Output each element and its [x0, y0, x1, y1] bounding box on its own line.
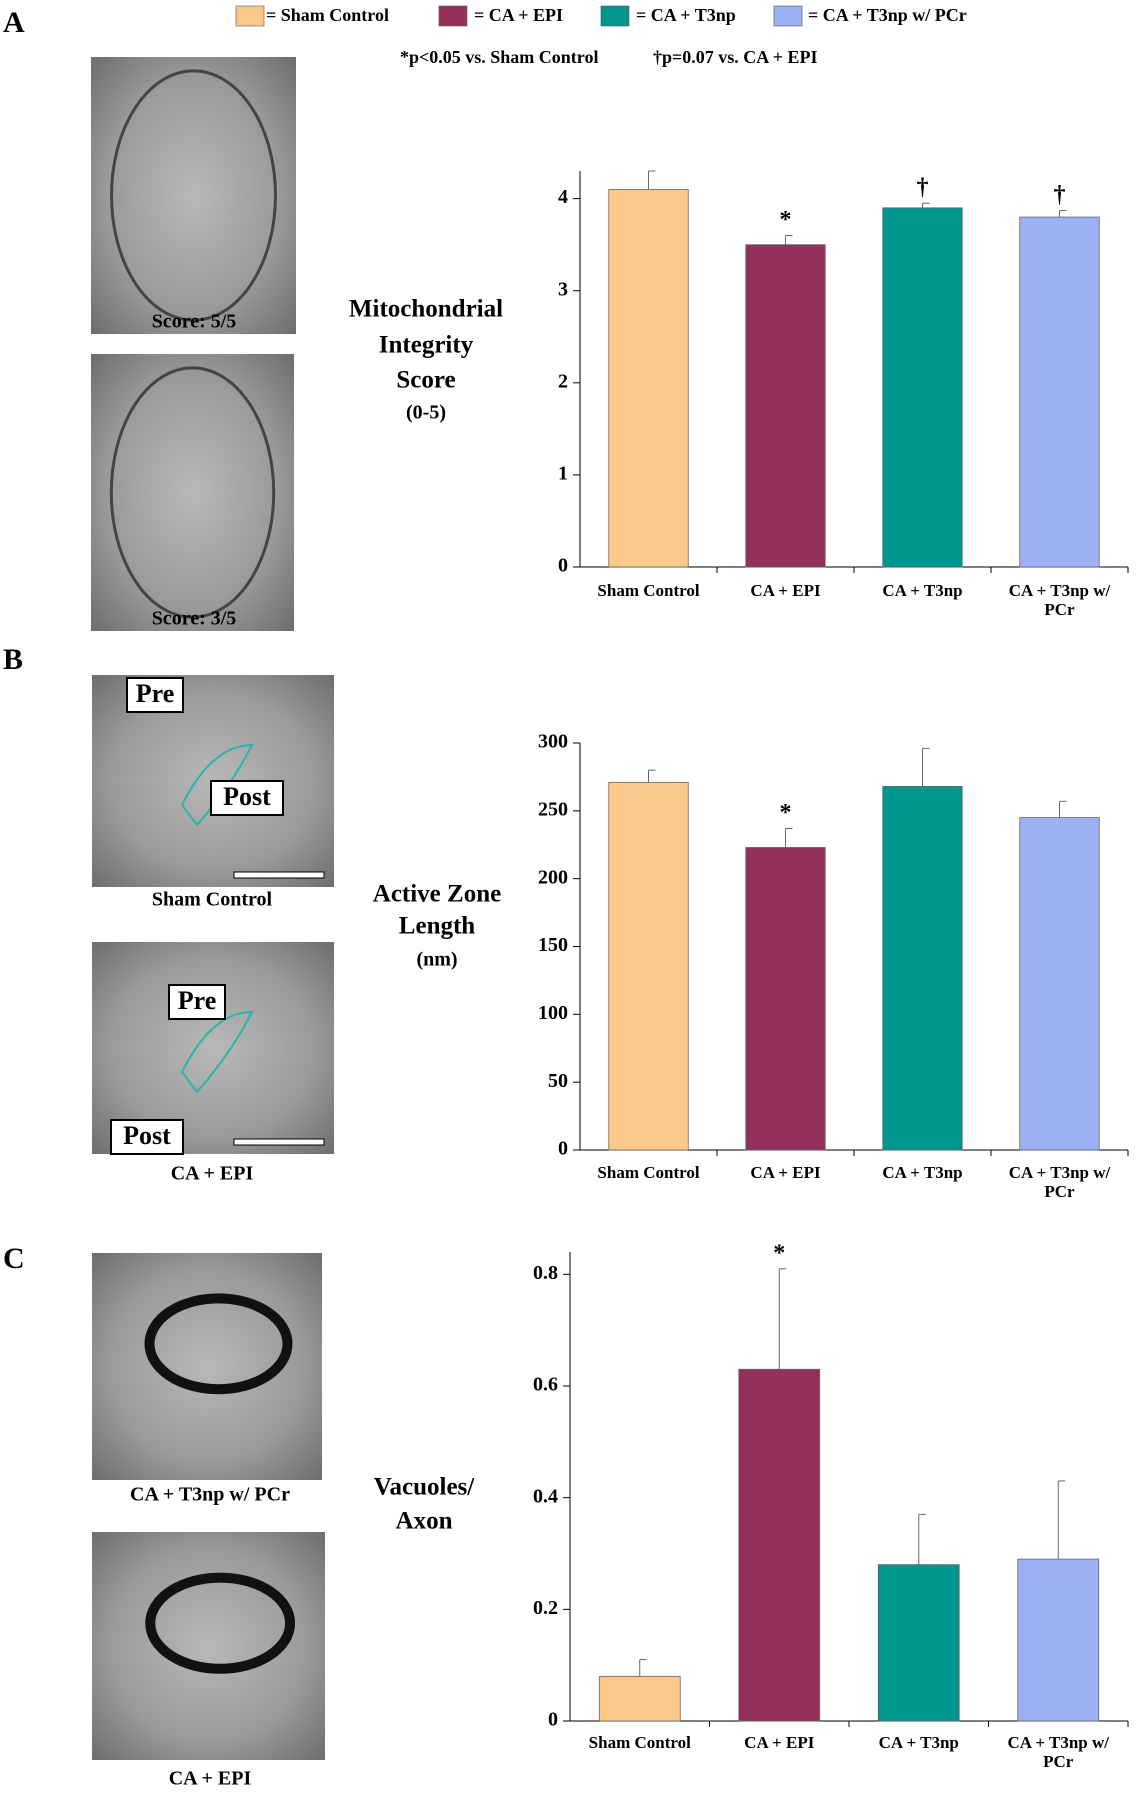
note: †p=0.07 vs. CA + EPI — [653, 47, 818, 67]
bar — [877, 1564, 960, 1722]
x-tick-label: CA + T3np w/ PCr — [1008, 581, 1111, 619]
y-tick-label: 0 — [558, 555, 568, 577]
y-tick-label: 0.8 — [533, 1262, 558, 1284]
significance-marker: * — [780, 800, 792, 826]
legend-label: = CA + T3np w/ PCr — [808, 5, 967, 25]
scale-bar — [233, 1138, 325, 1146]
scale-bar — [233, 871, 325, 879]
legend-swatch — [438, 5, 468, 27]
bar — [608, 781, 689, 1151]
x-tick-label: Sham Control — [597, 1163, 700, 1182]
bar — [1019, 817, 1100, 1151]
y-tick-label: 1 — [558, 463, 568, 485]
bar — [608, 189, 689, 568]
y-tick-label: 100 — [538, 1002, 568, 1024]
micrograph — [92, 942, 334, 1154]
bar — [882, 786, 963, 1151]
legend-label: = CA + EPI — [474, 5, 563, 25]
legend-swatch — [773, 5, 803, 27]
micrograph — [92, 1253, 322, 1480]
y-axis-label: Score — [396, 367, 455, 394]
y-axis-label: Axon — [396, 1508, 453, 1535]
legend-swatch — [235, 5, 265, 27]
y-axis-label: Active Zone — [373, 881, 501, 908]
y-axis-label: (0-5) — [406, 402, 446, 424]
legend-label: = CA + T3np — [636, 5, 736, 25]
tag-box — [110, 1119, 184, 1155]
x-tick-label: Sham Control — [597, 581, 700, 600]
tag-label: Post — [123, 1121, 171, 1150]
bar — [738, 1368, 821, 1722]
significance-marker: † — [1054, 182, 1066, 208]
y-tick-label: 0.4 — [533, 1485, 558, 1507]
y-tick-label: 4 — [558, 186, 568, 208]
y-axis-label: Mitochondrial — [349, 296, 503, 323]
y-tick-label: 300 — [538, 731, 568, 753]
x-tick-label: CA + T3np w/ PCr — [1008, 1163, 1111, 1201]
x-tick-label: CA + EPI — [750, 1163, 821, 1182]
tag-box — [210, 780, 284, 816]
x-tick-label: CA + T3np w/ PCr — [1007, 1733, 1110, 1771]
bar — [598, 1675, 681, 1722]
micrograph — [91, 354, 294, 631]
panel-label: B — [3, 643, 23, 676]
legend-swatch — [600, 5, 630, 27]
note: *p<0.05 vs. Sham Control — [400, 47, 598, 67]
x-tick-label: Sham Control — [588, 1733, 691, 1752]
significance-marker: * — [780, 207, 792, 233]
tag-label: Pre — [178, 986, 217, 1015]
x-tick-label: CA + T3np — [878, 1733, 959, 1752]
image-caption: Score: 5/5 — [152, 311, 237, 333]
image-caption: CA + EPI — [169, 1768, 252, 1790]
micrograph — [92, 1532, 325, 1760]
y-tick-label: 250 — [538, 798, 568, 820]
y-tick-label: 0 — [548, 1709, 558, 1731]
tag-box — [168, 984, 226, 1020]
y-axis-label: (nm) — [416, 949, 457, 971]
y-axis-label: Integrity — [379, 332, 474, 359]
x-tick-label: CA + EPI — [744, 1733, 815, 1752]
bar — [1019, 216, 1100, 568]
x-tick-label: CA + EPI — [750, 581, 821, 600]
bar — [882, 207, 963, 568]
y-tick-label: 2 — [558, 370, 568, 392]
axon-outline — [145, 1572, 296, 1674]
panel-label: A — [3, 6, 25, 39]
y-tick-label: 200 — [538, 866, 568, 888]
tag-label: Pre — [136, 679, 175, 708]
significance-marker: † — [917, 175, 929, 201]
tag-label: Post — [223, 782, 271, 811]
y-tick-label: 0 — [558, 1138, 568, 1160]
bar — [745, 847, 826, 1151]
micrograph — [91, 57, 296, 334]
image-caption: CA + EPI — [171, 1163, 254, 1185]
axon-outline — [144, 1293, 293, 1395]
bar — [745, 244, 826, 568]
mitochondrion-outline — [110, 69, 277, 322]
image-caption: Score: 3/5 — [152, 608, 237, 630]
y-tick-label: 50 — [548, 1070, 568, 1092]
y-axis-label: Length — [399, 913, 476, 940]
active-zone-outline — [180, 1010, 254, 1094]
x-tick-label: CA + T3np — [882, 581, 963, 600]
legend-label: = Sham Control — [266, 5, 389, 25]
mitochondrion-outline — [109, 366, 276, 619]
bar — [1017, 1558, 1100, 1722]
y-tick-label: 3 — [558, 278, 568, 300]
y-axis-label: Vacuoles/ — [374, 1474, 476, 1501]
image-caption: Sham Control — [152, 889, 273, 911]
x-tick-label: CA + T3np — [882, 1163, 963, 1182]
panel-label: C — [3, 1242, 25, 1275]
y-tick-label: 150 — [538, 934, 568, 956]
y-tick-label: 0.2 — [533, 1597, 558, 1619]
image-caption: CA + T3np w/ PCr — [130, 1484, 290, 1506]
y-tick-label: 0.6 — [533, 1374, 558, 1396]
tag-box — [126, 677, 184, 713]
significance-marker: * — [773, 1240, 785, 1266]
